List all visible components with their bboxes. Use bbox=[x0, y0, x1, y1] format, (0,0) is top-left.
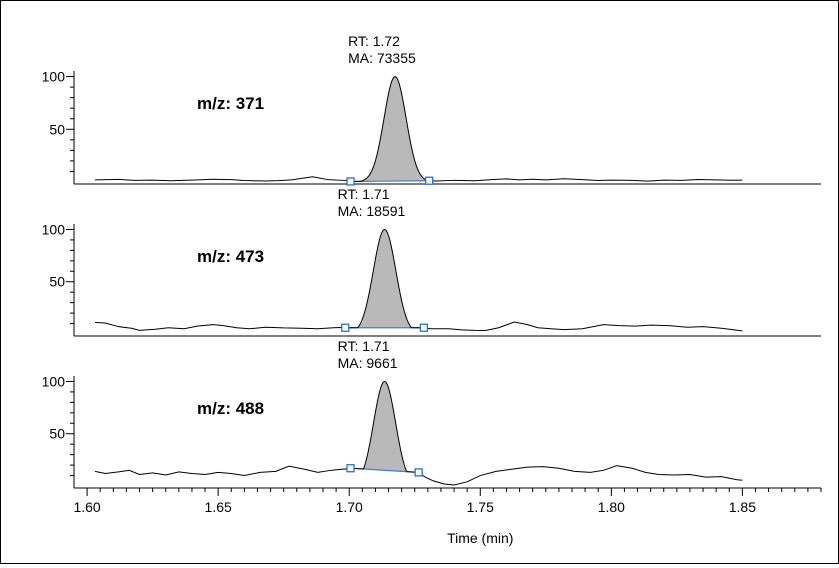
y-tick-label: 50 bbox=[49, 121, 65, 137]
peak-area-fill bbox=[350, 381, 419, 473]
peak-area-fill bbox=[345, 229, 424, 328]
y-tick-label: 50 bbox=[49, 274, 65, 290]
peak-area-label: MA: 18591 bbox=[338, 203, 406, 219]
peak-boundary-marker bbox=[341, 323, 350, 332]
peak-baseline bbox=[350, 180, 430, 183]
peak-area-fill bbox=[350, 76, 430, 182]
x-tick-label: 1.60 bbox=[73, 499, 100, 515]
x-tick-label: 1.75 bbox=[467, 499, 494, 515]
trace-line bbox=[94, 75, 743, 182]
peak-rt-label: RT: 1.71 bbox=[338, 338, 390, 354]
peak-boundary-marker bbox=[414, 468, 423, 477]
peak-area-label: MA: 9661 bbox=[338, 355, 398, 371]
y-tick-label: 100 bbox=[42, 69, 66, 85]
y-tick-label: 100 bbox=[42, 373, 66, 389]
y-tick-label: 50 bbox=[49, 426, 65, 442]
trace-line bbox=[94, 380, 743, 486]
peak-boundary-marker bbox=[425, 176, 434, 185]
trace-line bbox=[94, 228, 743, 332]
x-axis-title: Time (min) bbox=[447, 530, 513, 546]
peak-rt-label: RT: 1.72 bbox=[348, 33, 400, 49]
y-tick-label: 100 bbox=[42, 221, 66, 237]
peak-boundary-marker bbox=[346, 177, 355, 186]
x-tick-label: 1.65 bbox=[205, 499, 232, 515]
x-tick-label: 1.85 bbox=[729, 499, 756, 515]
trace-label: m/z: 473 bbox=[197, 247, 264, 266]
peak-boundary-marker bbox=[346, 464, 355, 473]
peak-rt-label: RT: 1.71 bbox=[338, 186, 390, 202]
trace-label: m/z: 488 bbox=[197, 399, 264, 418]
x-tick-label: 1.70 bbox=[336, 499, 363, 515]
peak-area-label: MA: 73355 bbox=[348, 50, 416, 66]
trace-label: m/z: 371 bbox=[197, 94, 264, 113]
x-tick-label: 1.80 bbox=[598, 499, 625, 515]
peak-boundary-marker bbox=[419, 323, 429, 332]
